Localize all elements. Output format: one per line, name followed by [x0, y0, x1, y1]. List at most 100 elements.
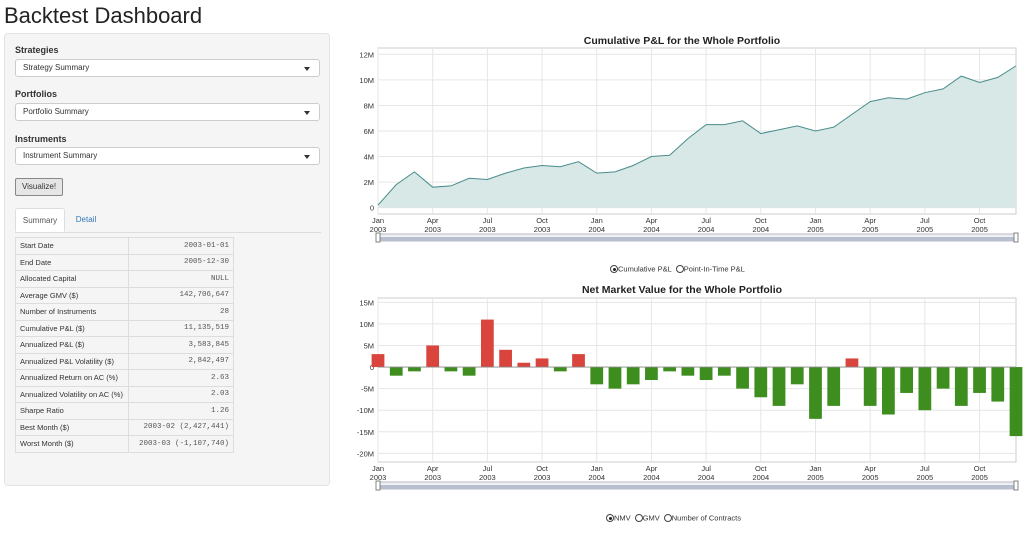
- nmv-bar: [590, 367, 604, 385]
- summary-table: Start Date 2003-01-01 End Date 2005-12-30 Al…: [15, 237, 234, 453]
- x-tick-label-month: Oct: [755, 216, 768, 225]
- x-tick-label-year: 2005: [862, 225, 879, 234]
- y-tick-label: -15M: [357, 428, 374, 437]
- x-tick-label-month: Jan: [372, 464, 384, 473]
- pnl-mode-radio-group: Cumulative P&L Point-In-Time P&L: [610, 264, 749, 274]
- x-tick-label-year: 2004: [643, 225, 660, 234]
- y-tick-label: 5M: [364, 341, 374, 350]
- visualize-button[interactable]: Visualize!: [15, 178, 63, 196]
- x-tick-label-month: Jan: [591, 216, 603, 225]
- x-tick-label-month: Jul: [483, 216, 493, 225]
- x-tick-label-year: 2004: [588, 473, 605, 482]
- radio-option[interactable]: GMV: [634, 513, 660, 523]
- nmv-bar: [736, 367, 749, 389]
- table-row: Annualized Return on AC (%) 2.63: [15, 369, 234, 387]
- x-tick-label-month: Oct: [536, 464, 549, 473]
- radio-button-icon[interactable]: [610, 265, 618, 274]
- nmv-mode-radio-group: NMV GMV Number of Contracts: [606, 513, 745, 523]
- radio-label: Point-In-Time P&L: [683, 264, 745, 274]
- radio-option[interactable]: Cumulative P&L: [610, 264, 672, 274]
- y-tick-label: 2M: [364, 178, 374, 187]
- nmv-bar: [882, 367, 895, 415]
- nmv-bar: [991, 367, 1005, 402]
- x-tick-label-month: Apr: [864, 216, 876, 225]
- y-tick-label: 0: [370, 204, 374, 213]
- nmv-bar: [444, 367, 458, 372]
- chevron-down-icon: [304, 111, 310, 115]
- instruments-label: Instruments: [15, 134, 67, 144]
- nmv-bar: [717, 367, 731, 376]
- radio-button-icon[interactable]: [606, 514, 614, 523]
- y-tick-label: -20M: [357, 449, 374, 458]
- pnl-chart-title: Cumulative P&L for the Whole Portfolio: [583, 35, 781, 47]
- instruments-select[interactable]: Instrument Summary: [15, 147, 320, 165]
- portfolios-select[interactable]: Portfolio Summary: [15, 103, 320, 121]
- y-tick-label: 15M: [359, 298, 374, 307]
- tab-detail[interactable]: Detail: [75, 215, 97, 224]
- x-tick-label-month: Oct: [536, 216, 549, 225]
- x-tick-label-year: 2004: [698, 225, 715, 234]
- nmv-bar: [809, 367, 822, 419]
- x-tick-label-year: 2003: [479, 225, 496, 234]
- x-tick-label-month: Jul: [701, 464, 711, 473]
- summary-value: 2003-03 (-1,107,740): [128, 435, 234, 453]
- radio-option[interactable]: NMV: [606, 513, 631, 523]
- x-tick-label-month: Jul: [920, 216, 930, 225]
- x-tick-label-month: Jul: [701, 216, 711, 225]
- x-tick-label-month: Apr: [427, 464, 439, 473]
- nmv-bar: [663, 367, 677, 372]
- table-row: Worst Month ($) 2003-03 (-1,107,740): [15, 435, 234, 453]
- range-selector-fill: [378, 237, 1016, 241]
- chevron-down-icon: [304, 67, 310, 71]
- x-tick-label-month: Oct: [974, 216, 987, 225]
- x-tick-label-year: 2005: [807, 225, 824, 234]
- x-tick-label-year: 2004: [643, 473, 660, 482]
- nmv-bar: [626, 367, 640, 385]
- nmv-bar: [900, 367, 914, 393]
- y-tick-label: -5M: [361, 385, 374, 394]
- x-tick-label-month: Oct: [974, 464, 987, 473]
- radio-button-icon[interactable]: [663, 514, 672, 523]
- nmv-bar: [1009, 367, 1023, 437]
- table-row: Allocated Capital NULL: [15, 270, 234, 288]
- y-tick-label: 4M: [364, 153, 374, 162]
- y-tick-label: 6M: [364, 127, 374, 136]
- radio-button-icon[interactable]: [675, 265, 684, 274]
- radio-option[interactable]: Point-In-Time P&L: [675, 264, 745, 274]
- nmv-bar: [845, 358, 859, 368]
- nmv-bar: [918, 367, 932, 411]
- instruments-select-value: Instrument Summary: [23, 151, 98, 160]
- x-tick-label-year: 2005: [917, 225, 934, 234]
- cumulative-pnl-line: [377, 65, 1017, 206]
- x-tick-label-month: Jul: [920, 464, 930, 473]
- x-tick-label-month: Jan: [591, 464, 603, 473]
- nmv-bar: [954, 367, 968, 406]
- radio-label: GMV: [642, 513, 660, 523]
- nmv-bar: [863, 367, 877, 406]
- radio-option[interactable]: Number of Contracts: [663, 513, 741, 523]
- nmv-bar: [480, 319, 494, 368]
- tab-summary[interactable]: Summary: [15, 208, 65, 232]
- radio-button-icon[interactable]: [634, 514, 643, 523]
- nmv-bar: [553, 367, 567, 372]
- x-tick-label-year: 2004: [588, 225, 605, 234]
- nmv-bar: [408, 367, 421, 372]
- nmv-bar: [608, 367, 622, 389]
- x-tick-label-month: Apr: [646, 216, 658, 225]
- x-tick-label-year: 2003: [479, 473, 496, 482]
- x-tick-label-year: 2004: [752, 473, 769, 482]
- nmv-bar: [535, 358, 549, 368]
- radio-label: Number of Contracts: [671, 513, 741, 523]
- x-tick-label-year: 2004: [698, 473, 715, 482]
- y-tick-label: 10M: [359, 76, 374, 85]
- x-tick-label-year: 2005: [862, 473, 879, 482]
- x-tick-label-year: 2003: [370, 473, 387, 482]
- table-row: Cumulative P&L ($) 11,135,519: [15, 319, 234, 337]
- strategies-select[interactable]: Strategy Summary: [15, 59, 320, 77]
- nmv-bar: [936, 367, 950, 389]
- y-tick-label: 0: [370, 363, 374, 372]
- nmv-bar: [389, 367, 403, 376]
- x-tick-label-year: 2003: [424, 473, 441, 482]
- strategies-select-value: Strategy Summary: [23, 63, 90, 72]
